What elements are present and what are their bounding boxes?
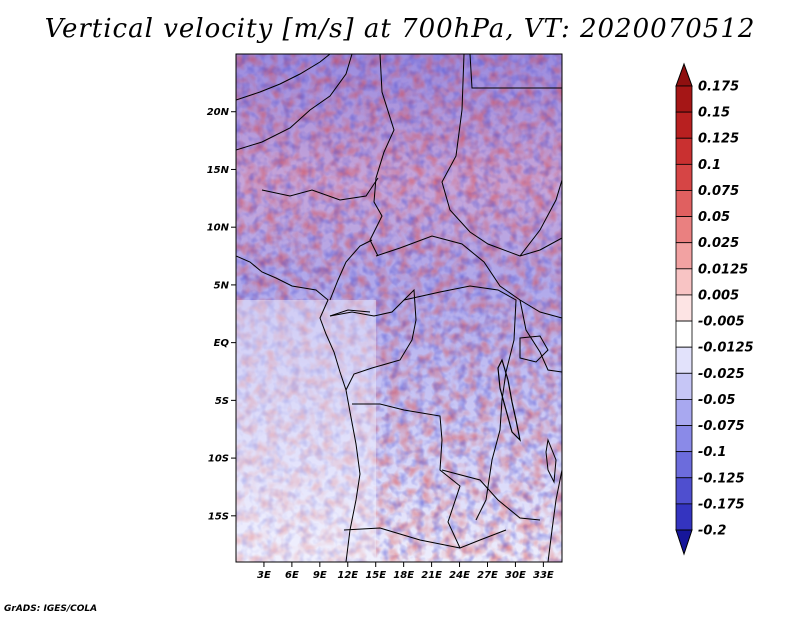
colorbar-label: -0.1 xyxy=(698,445,726,460)
colorbar-label: 0.1 xyxy=(698,158,721,173)
colorbar-bottom-arrow xyxy=(675,529,693,556)
lon-tick-label: 6E xyxy=(285,570,299,581)
colorbar-label: -0.0125 xyxy=(698,341,754,356)
namibia-border xyxy=(343,527,461,549)
colorbar-label: -0.075 xyxy=(698,419,745,434)
colorbar-segment xyxy=(675,190,693,217)
colorbar-segment xyxy=(675,503,693,531)
lon-tick-label: 15E xyxy=(365,570,386,581)
colorbar-segment xyxy=(675,268,693,296)
west-africa-coastline xyxy=(236,255,361,562)
map-title: Vertical velocity [m/s] at 700hPa, VT: 2… xyxy=(44,14,756,44)
colorbar-segment xyxy=(675,294,693,322)
colorbar-label: 0.05 xyxy=(698,210,730,225)
sahel-border xyxy=(236,54,353,151)
lon-tick-label: 24E xyxy=(449,570,470,581)
lat-tick-label: 10N xyxy=(207,223,230,234)
lon-tick-label: 30E xyxy=(505,570,526,581)
lat-tick-label: 20N xyxy=(207,107,230,118)
colorbar-segment xyxy=(675,242,693,270)
car-border xyxy=(375,235,562,319)
vertical-velocity-field xyxy=(236,54,562,562)
colorbar-segment xyxy=(675,137,693,165)
colorbar-label: 0.15 xyxy=(698,106,730,121)
colorbar-label: -0.05 xyxy=(698,393,735,408)
colorbar-segment xyxy=(675,85,693,113)
lat-tick-label: 15N xyxy=(207,165,230,176)
lon-tick-label: 18E xyxy=(393,570,414,581)
lake-victoria xyxy=(519,335,549,363)
colorbar-label: 0.025 xyxy=(698,236,739,251)
congo-border xyxy=(329,288,417,391)
colorbar-label: -0.2 xyxy=(698,524,726,539)
niger-nigeria-border xyxy=(261,177,379,201)
ethiopia-border xyxy=(519,179,562,257)
lat-tick-label: 5S xyxy=(215,396,229,407)
cameroon-south xyxy=(329,309,371,317)
colorbar-segment xyxy=(675,477,693,505)
sudan-border xyxy=(441,54,562,257)
lake-tanganyika xyxy=(497,358,521,442)
lon-tick-label: 33E xyxy=(533,570,554,581)
colorbar-segment xyxy=(675,451,693,479)
angola-border xyxy=(352,403,507,549)
colorbar-segment xyxy=(675,320,693,348)
zambia-border xyxy=(441,469,541,521)
colorbar-label: -0.175 xyxy=(698,497,745,512)
colorbar-top-arrow xyxy=(675,62,693,87)
colorbar-segment xyxy=(675,346,693,374)
colorbar-label: 0.175 xyxy=(698,80,739,95)
lon-tick-label: 21E xyxy=(421,570,442,581)
uganda-kenya-border xyxy=(519,299,562,373)
lon-tick-label: 27E xyxy=(477,570,498,581)
colorbar-segment xyxy=(675,216,693,244)
grads-credit: GrADS: IGES/COLA xyxy=(4,604,98,614)
chad-border xyxy=(369,54,395,257)
colorbar-label: 0.125 xyxy=(698,132,739,147)
mali-algeria-border xyxy=(236,54,331,101)
colorbar-segment xyxy=(675,425,693,453)
colorbar-label: -0.125 xyxy=(698,471,745,486)
lake-malawi xyxy=(545,438,557,484)
colorbar-label: 0.0125 xyxy=(698,262,748,277)
colorbar-segment xyxy=(675,111,693,139)
country-borders xyxy=(236,54,562,562)
colorbar-label: 0.075 xyxy=(698,184,739,199)
lon-tick-label: 12E xyxy=(337,570,358,581)
nigeria-cameroon-border xyxy=(329,239,373,301)
map-frame xyxy=(235,53,563,563)
colorbar-segment xyxy=(675,399,693,426)
longitude-ticks: 3E 6E 9E 12E 15E 18E 21E 24E 27E 30E 33E xyxy=(257,562,554,581)
colorbar-label: -0.025 xyxy=(698,367,745,382)
lat-tick-label: 10S xyxy=(208,454,229,465)
latitude-ticks: 20N 15N 10N 5N EQ 5S 10S 15S xyxy=(207,107,236,522)
lon-tick-label: 9E xyxy=(313,570,327,581)
east-africa-coastline xyxy=(547,469,562,562)
lon-tick-label: 3E xyxy=(257,570,271,581)
lat-tick-label: EQ xyxy=(214,338,230,349)
drc-border xyxy=(403,285,517,521)
libya-egypt-border xyxy=(469,54,562,89)
lat-tick-label: 5N xyxy=(214,280,230,291)
lat-tick-label: 15S xyxy=(208,511,229,522)
colorbar-label: -0.005 xyxy=(698,315,745,330)
colorbar: 0.175 0.15 0.125 0.1 0.075 0.05 0.025 0.0125 0.0… xyxy=(675,62,754,556)
colorbar-segment xyxy=(675,372,693,400)
colorbar-segment xyxy=(675,163,693,191)
colorbar-label: 0.005 xyxy=(698,288,739,303)
